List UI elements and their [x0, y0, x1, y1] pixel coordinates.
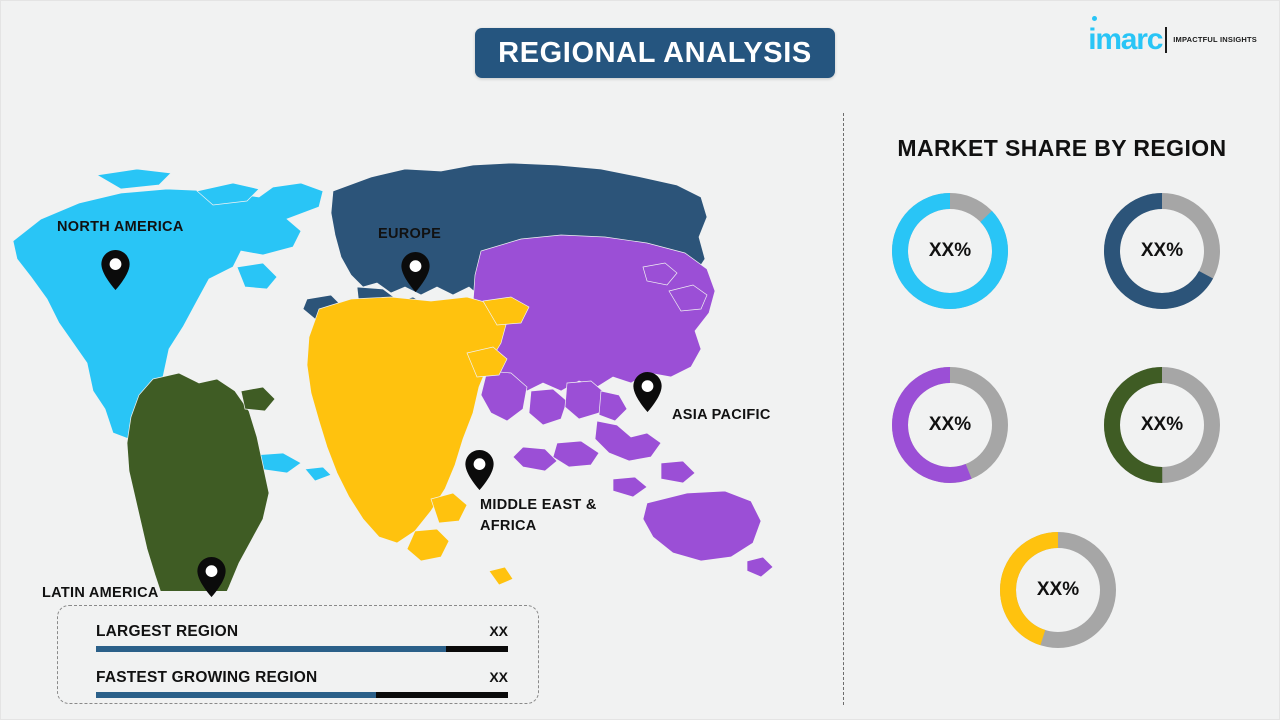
donut-value-label: XX%: [1140, 240, 1184, 261]
map-label-latin-america: LATIN AMERICA: [42, 585, 159, 601]
legend-value: XX: [489, 669, 508, 685]
donut-chart-latin-america: XX%: [1097, 360, 1227, 490]
page-title-banner: REGIONAL ANALYSIS: [475, 28, 835, 78]
imarc-logo: imarc IMPACTFUL INSIGHTS: [1088, 16, 1257, 57]
legend-progress-track: [96, 646, 508, 652]
donut-chart-europe: XX%: [1097, 186, 1227, 316]
world-map-svg: [12, 162, 774, 591]
map-label-europe: EUROPE: [378, 226, 442, 242]
legend-row-largest-region: LARGEST REGION XX: [96, 623, 508, 652]
logo-divider: [1165, 27, 1168, 53]
legend-label: FASTEST GROWING REGION: [96, 669, 318, 686]
region-shape-latin-america: [126, 372, 276, 591]
legend-row-fastest-growing-region: FASTEST GROWING REGION XX: [96, 669, 508, 698]
donut-value-label: XX%: [1036, 579, 1080, 600]
logo-dot-icon: [1092, 16, 1098, 21]
donut-value-label: XX%: [1140, 414, 1184, 435]
donut-value-label: XX%: [928, 240, 972, 261]
map-pin-europe[interactable]: [401, 252, 430, 297]
panel-divider: [843, 113, 844, 705]
map-label-north-america: NORTH AMERICA: [57, 219, 184, 235]
legend-label: LARGEST REGION: [96, 623, 239, 640]
legend-progress-fill: [96, 692, 377, 698]
donut-chart-middle-east-africa: XX%: [993, 525, 1123, 655]
legend-progress-track: [96, 692, 508, 698]
market-share-title: MARKET SHARE BY REGION: [897, 135, 1227, 161]
map-label-asia-pacific: ASIA PACIFIC: [672, 407, 771, 423]
donut-value-label: XX%: [928, 414, 972, 435]
map-pin-middle-east-africa[interactable]: [465, 450, 494, 495]
region-shape-north-america: [12, 168, 332, 482]
legend-value: XX: [489, 623, 508, 639]
region-legend-box: LARGEST REGION XX FASTEST GROWING REGION…: [57, 605, 539, 704]
map-label-middle-east-africa: MIDDLE EAST & AFRICA: [480, 497, 597, 535]
logo-tagline: IMPACTFUL INSIGHTS: [1173, 34, 1257, 44]
donut-chart-north-america: XX%: [885, 186, 1015, 316]
map-pin-latin-america[interactable]: [197, 557, 226, 602]
page-title: REGIONAL ANALYSIS: [498, 36, 812, 69]
logo-wordmark: imarc: [1088, 23, 1163, 56]
donut-chart-asia-pacific: XX%: [885, 360, 1015, 490]
region-shape-middle-east-africa: [306, 296, 530, 586]
legend-progress-fill: [96, 646, 447, 652]
world-map-area: NORTH AMERICA EUROPE ASIA PACIFIC MIDDLE…: [1, 91, 831, 601]
map-pin-asia-pacific[interactable]: [633, 372, 662, 417]
map-pin-north-america[interactable]: [101, 250, 130, 295]
